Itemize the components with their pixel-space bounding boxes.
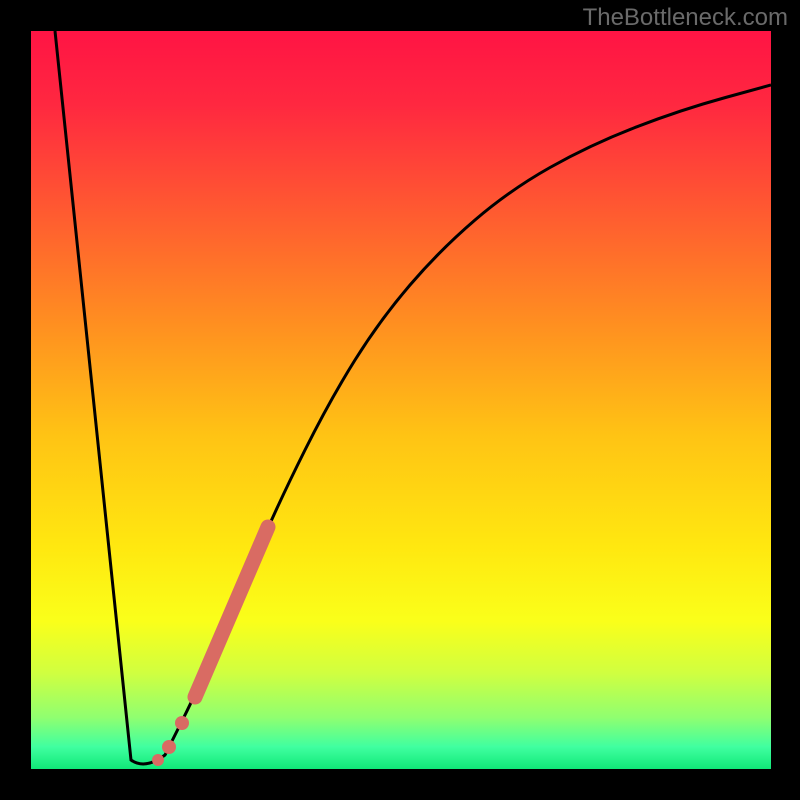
chart-svg [0, 0, 800, 800]
chart-container: TheBottleneck.com [0, 0, 800, 800]
watermark-text: TheBottleneck.com [583, 4, 788, 32]
plot-background [31, 31, 771, 769]
